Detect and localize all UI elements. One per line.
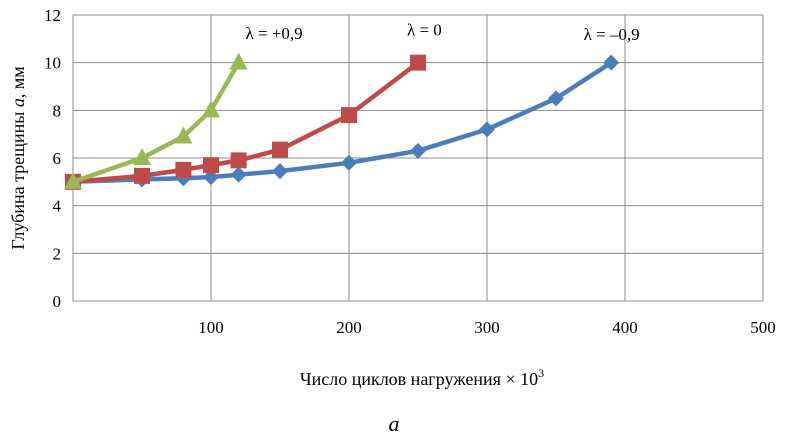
data-point-square — [230, 152, 247, 169]
axes — [72, 15, 763, 302]
data-point-triangle — [64, 171, 82, 189]
series-group — [64, 52, 620, 190]
x-tick-label: 200 — [336, 318, 362, 337]
y-axis-title: Глубина трещины a, мм — [8, 66, 28, 249]
data-point-diamond — [548, 90, 564, 107]
x-axis-title-text: Число циклов нагружения × 10 — [300, 369, 538, 389]
grid-lines — [73, 14, 764, 302]
data-point-diamond — [230, 166, 247, 183]
x-axis-title: Число циклов нагружения × 103 — [300, 366, 544, 389]
x-tick-labels: 100 200 300 400 500 — [198, 318, 776, 337]
data-point-square — [341, 107, 357, 124]
data-point-triangle — [229, 52, 248, 70]
data-point-triangle — [133, 148, 151, 165]
x-tick-label: 500 — [750, 318, 776, 337]
series-label: λ = –0,9 — [584, 25, 640, 44]
x-tick-label: 100 — [198, 318, 224, 337]
data-point-triangle — [202, 100, 220, 118]
data-point-diamond — [272, 163, 288, 180]
data-point-diamond — [341, 154, 357, 171]
data-point-triangle — [174, 126, 193, 144]
y-tick-labels: 0 2 4 6 8 10 12 — [44, 6, 62, 311]
x-tick-label: 400 — [612, 318, 638, 337]
series-label: λ = +0,9 — [246, 24, 303, 43]
data-point-diamond — [603, 54, 620, 71]
series-annotations: λ = +0,9 λ = 0 λ = –0,9 — [246, 20, 640, 44]
y-axis-title-variable: a — [8, 98, 28, 107]
figure-caption: a — [389, 411, 400, 436]
y-tick-label: 0 — [53, 292, 62, 311]
y-tick-label: 10 — [44, 54, 61, 73]
y-tick-label: 2 — [53, 244, 62, 263]
x-tick-label: 300 — [474, 318, 500, 337]
data-point-square — [134, 167, 150, 184]
data-point-square — [272, 141, 288, 158]
x-axis-title-superscript: 3 — [538, 366, 544, 380]
y-tick-label: 4 — [53, 197, 62, 216]
y-axis-title-suffix: , мм — [8, 66, 28, 98]
data-point-square — [203, 157, 219, 174]
data-point-diamond — [410, 142, 426, 159]
y-tick-label: 12 — [44, 6, 61, 25]
y-tick-label: 6 — [53, 149, 62, 168]
series-label: λ = 0 — [407, 20, 442, 39]
y-tick-label: 8 — [53, 101, 62, 120]
data-point-square — [410, 54, 426, 71]
data-point-square — [175, 161, 192, 178]
data-point-diamond — [479, 121, 495, 138]
y-axis-title-prefix: Глубина трещины — [8, 107, 28, 250]
